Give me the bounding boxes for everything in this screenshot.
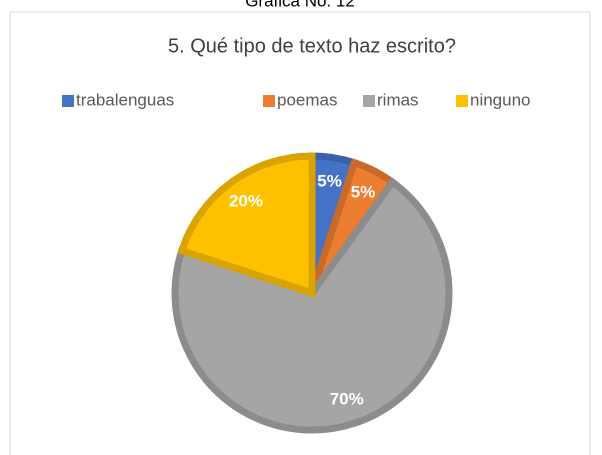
legend-label: poemas [277, 90, 337, 109]
data-label: 5% [317, 172, 342, 191]
legend-swatch [456, 95, 468, 107]
figure-heading: Gráfica No. 12 [245, 0, 355, 10]
legend-swatch [62, 95, 74, 107]
data-label: 5% [351, 182, 376, 201]
legend-swatch [363, 95, 375, 107]
legend-label: rimas [377, 90, 419, 109]
data-label: 20% [229, 192, 263, 211]
pie-slice [177, 152, 316, 298]
legend-label: ninguno [470, 90, 531, 109]
data-label: 70% [330, 389, 364, 408]
pie-slice [171, 177, 453, 434]
chart-title: 5. Qué tipo de texto haz escrito? [168, 35, 456, 57]
legend-swatch [263, 95, 275, 107]
legend-label: trabalenguas [76, 90, 174, 109]
